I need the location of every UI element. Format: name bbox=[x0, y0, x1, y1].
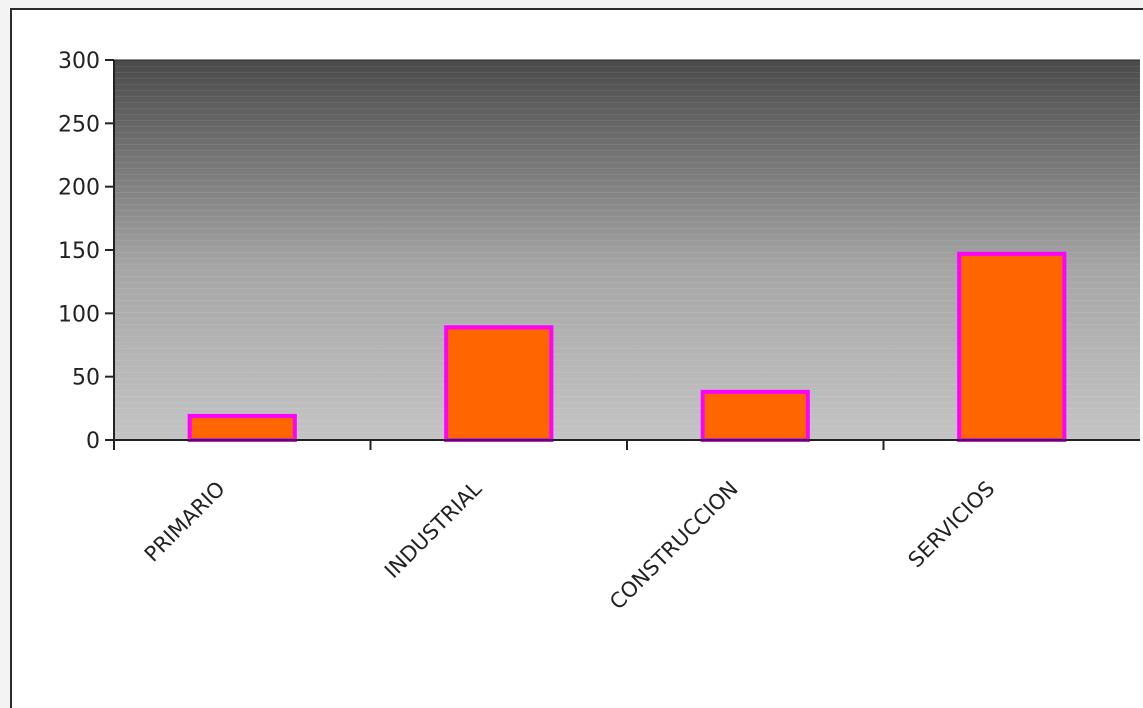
y-tick-label: 100 bbox=[58, 302, 100, 327]
x-category-label: SERVICIOS bbox=[904, 477, 1000, 573]
y-axis-ticks: 0 50 100 150 200 250 300 bbox=[58, 49, 114, 454]
y-tick-label: 50 bbox=[72, 366, 100, 391]
bar-primario bbox=[187, 413, 297, 442]
y-tick-label: 250 bbox=[58, 112, 100, 137]
y-tick-label: 0 bbox=[86, 429, 100, 454]
x-axis-ticks: PRIMARIO INDUSTRIAL CONSTRUCCION SERVICIOS bbox=[113, 440, 1000, 615]
y-tick-label: 150 bbox=[58, 239, 100, 264]
x-category-label: CONSTRUCCION bbox=[605, 477, 743, 615]
y-tick-label: 200 bbox=[58, 176, 100, 201]
y-tick-label: 300 bbox=[58, 49, 100, 74]
bar-construccion bbox=[700, 389, 810, 443]
bar-industrial bbox=[444, 325, 554, 442]
bar-servicios bbox=[957, 251, 1067, 442]
x-category-label: INDUSTRIAL bbox=[380, 476, 487, 583]
x-category-label: PRIMARIO bbox=[140, 477, 230, 567]
